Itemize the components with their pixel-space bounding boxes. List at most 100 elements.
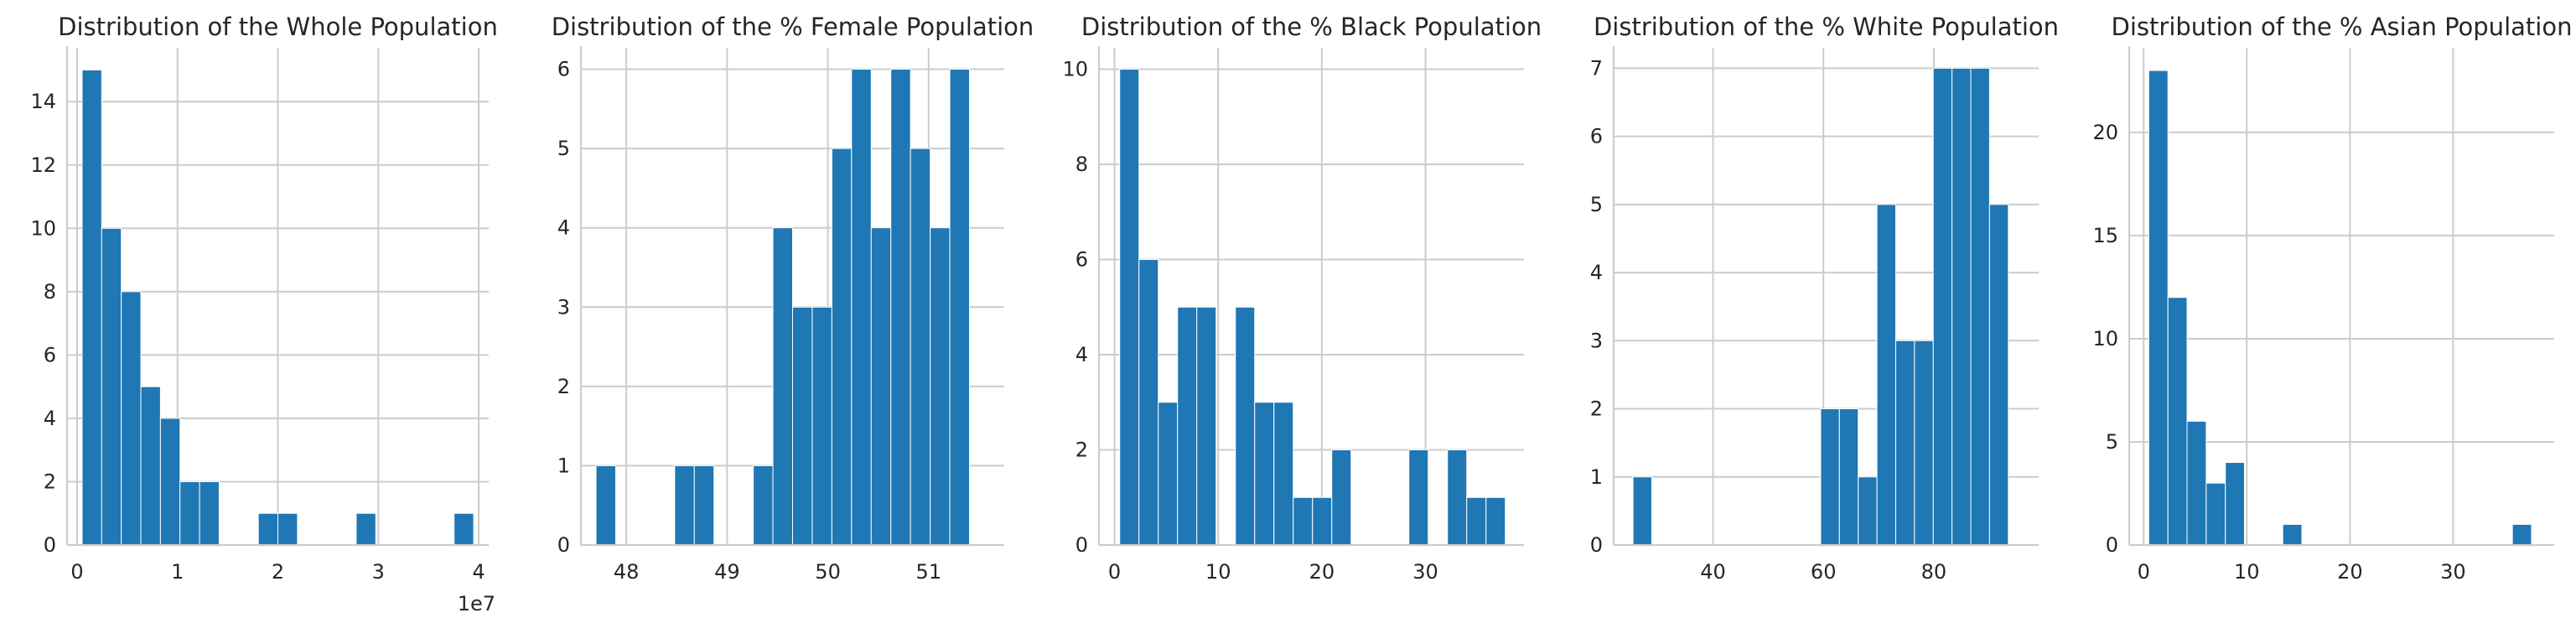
histogram-bar <box>674 465 695 546</box>
histogram-bar <box>1914 340 1934 546</box>
y-tick-label: 0 <box>557 533 570 557</box>
histogram-bar <box>1632 476 1652 546</box>
y-tick-label: 10 <box>30 216 56 240</box>
histogram-bar <box>101 227 122 546</box>
histogram-bar <box>1158 402 1179 546</box>
histogram-bar <box>277 512 298 546</box>
histogram-bar <box>1408 449 1429 546</box>
y-tick-label: 3 <box>1590 329 1603 352</box>
histogram-bar <box>1876 204 1896 546</box>
y-tick-label: 4 <box>44 407 56 430</box>
y-tick-label: 2 <box>557 375 570 398</box>
histogram-bar <box>1970 67 1990 546</box>
histogram-bar <box>595 465 616 546</box>
y-tick-label: 10 <box>2092 327 2118 350</box>
histogram-bar <box>1273 402 1294 546</box>
histogram-bar <box>179 480 200 546</box>
chart-title: Distribution of the % White Population <box>1594 13 2059 41</box>
x-tick-label: 49 <box>714 560 740 584</box>
x-tick-label: 30 <box>2440 560 2466 584</box>
histogram-bar <box>2167 297 2188 546</box>
y-tick-label: 4 <box>557 216 570 240</box>
histogram-bar <box>2148 70 2169 546</box>
histogram-panel-5: 0 5 10 15 20 0 10 20 30 Distribution of the % Asi… <box>2092 13 2572 584</box>
histogram-bar <box>1119 69 1140 546</box>
y-tick-label: 6 <box>557 58 570 81</box>
x-tick-label: 10 <box>1205 560 1231 584</box>
histogram-bar <box>2186 420 2207 546</box>
x-tick-label: 48 <box>614 560 640 584</box>
chart-title: Distribution of the % Asian Population <box>2112 13 2573 41</box>
histogram-bar <box>2205 482 2226 546</box>
histogram-bar <box>454 512 474 546</box>
histogram-bar <box>1447 449 1468 546</box>
histogram-bar <box>1485 496 1506 546</box>
histogram-bar <box>1293 496 1314 546</box>
histogram-bar <box>831 148 853 546</box>
histogram-bar <box>1177 306 1198 546</box>
histogram-bar <box>1820 408 1840 546</box>
y-tick-label: 4 <box>1075 343 1088 366</box>
x-tick-label: 0 <box>1108 560 1121 584</box>
histogram-bar <box>693 465 715 546</box>
y-tick-label: 0 <box>2106 533 2118 557</box>
y-tick-label: 10 <box>1062 58 1088 81</box>
histogram-bar <box>140 386 161 546</box>
histogram-panel-3: 0 2 4 6 8 10 0 10 20 30 Distribution of the % Blac… <box>1062 13 1542 584</box>
x-tick-label: 0 <box>70 560 83 584</box>
y-tick-label: 0 <box>1590 533 1603 557</box>
chart-title: Distribution of the % Female Population <box>552 13 1034 41</box>
histogram-bar <box>772 227 794 546</box>
x-tick-label: 51 <box>916 560 942 584</box>
y-tick-label: 1 <box>557 454 570 477</box>
histogram-bar <box>2282 523 2303 546</box>
x-tick-label: 40 <box>1700 560 1726 584</box>
histogram-bar <box>2511 523 2532 546</box>
y-tick-label: 8 <box>1075 153 1088 176</box>
histogram-bar <box>159 418 181 546</box>
histogram-bar <box>121 291 142 546</box>
x-tick-label: 10 <box>2234 560 2260 584</box>
histogram-bar <box>870 227 892 546</box>
histogram-bar <box>851 69 872 546</box>
y-tick-label: 0 <box>44 533 56 557</box>
x-axis-scale-label: 1e7 <box>458 592 495 615</box>
x-tick-label: 50 <box>815 560 841 584</box>
chart-title: Distribution of the Whole Population <box>58 13 498 41</box>
histogram-bar <box>1988 204 2009 546</box>
x-tick-label: 80 <box>1921 560 1947 584</box>
histogram-bar <box>1466 496 1487 546</box>
x-tick-label: 20 <box>2337 560 2363 584</box>
x-tick-label: 60 <box>1811 560 1837 584</box>
histogram-bar <box>811 306 832 546</box>
y-tick-label: 6 <box>44 343 56 366</box>
histogram-bar <box>1932 67 1953 546</box>
histogram-panel-4: 0 1 2 3 4 5 6 7 40 60 80 Distribution of the % Whit… <box>1590 13 2059 584</box>
x-tick-label: 3 <box>372 560 385 584</box>
histogram-bar <box>81 69 102 546</box>
y-tick-label: 2 <box>44 470 56 493</box>
y-tick-label: 5 <box>2106 430 2118 454</box>
x-tick-label: 4 <box>472 560 485 584</box>
y-tick-label: 2 <box>1590 397 1603 421</box>
x-tick-label: 1 <box>171 560 184 584</box>
histogram-bar <box>1894 340 1915 546</box>
histogram-bar <box>1196 306 1217 546</box>
histogram-bar <box>2225 462 2246 546</box>
histogram-bar <box>257 512 278 546</box>
histogram-bar <box>1235 306 1256 546</box>
y-tick-label: 12 <box>30 153 56 177</box>
chart-title: Distribution of the % Black Population <box>1081 13 1542 41</box>
histogram-bar <box>355 512 376 546</box>
histogram-bar <box>890 69 911 546</box>
y-tick-label: 8 <box>44 280 56 304</box>
x-tick-label: 20 <box>1309 560 1335 584</box>
x-tick-label: 2 <box>272 560 284 584</box>
histogram-bar <box>1858 476 1878 546</box>
y-tick-label: 7 <box>1590 56 1603 80</box>
histogram-bar <box>930 227 951 546</box>
y-tick-label: 0 <box>1075 533 1088 557</box>
y-tick-label: 4 <box>1590 261 1603 284</box>
histogram-bar <box>199 480 220 546</box>
